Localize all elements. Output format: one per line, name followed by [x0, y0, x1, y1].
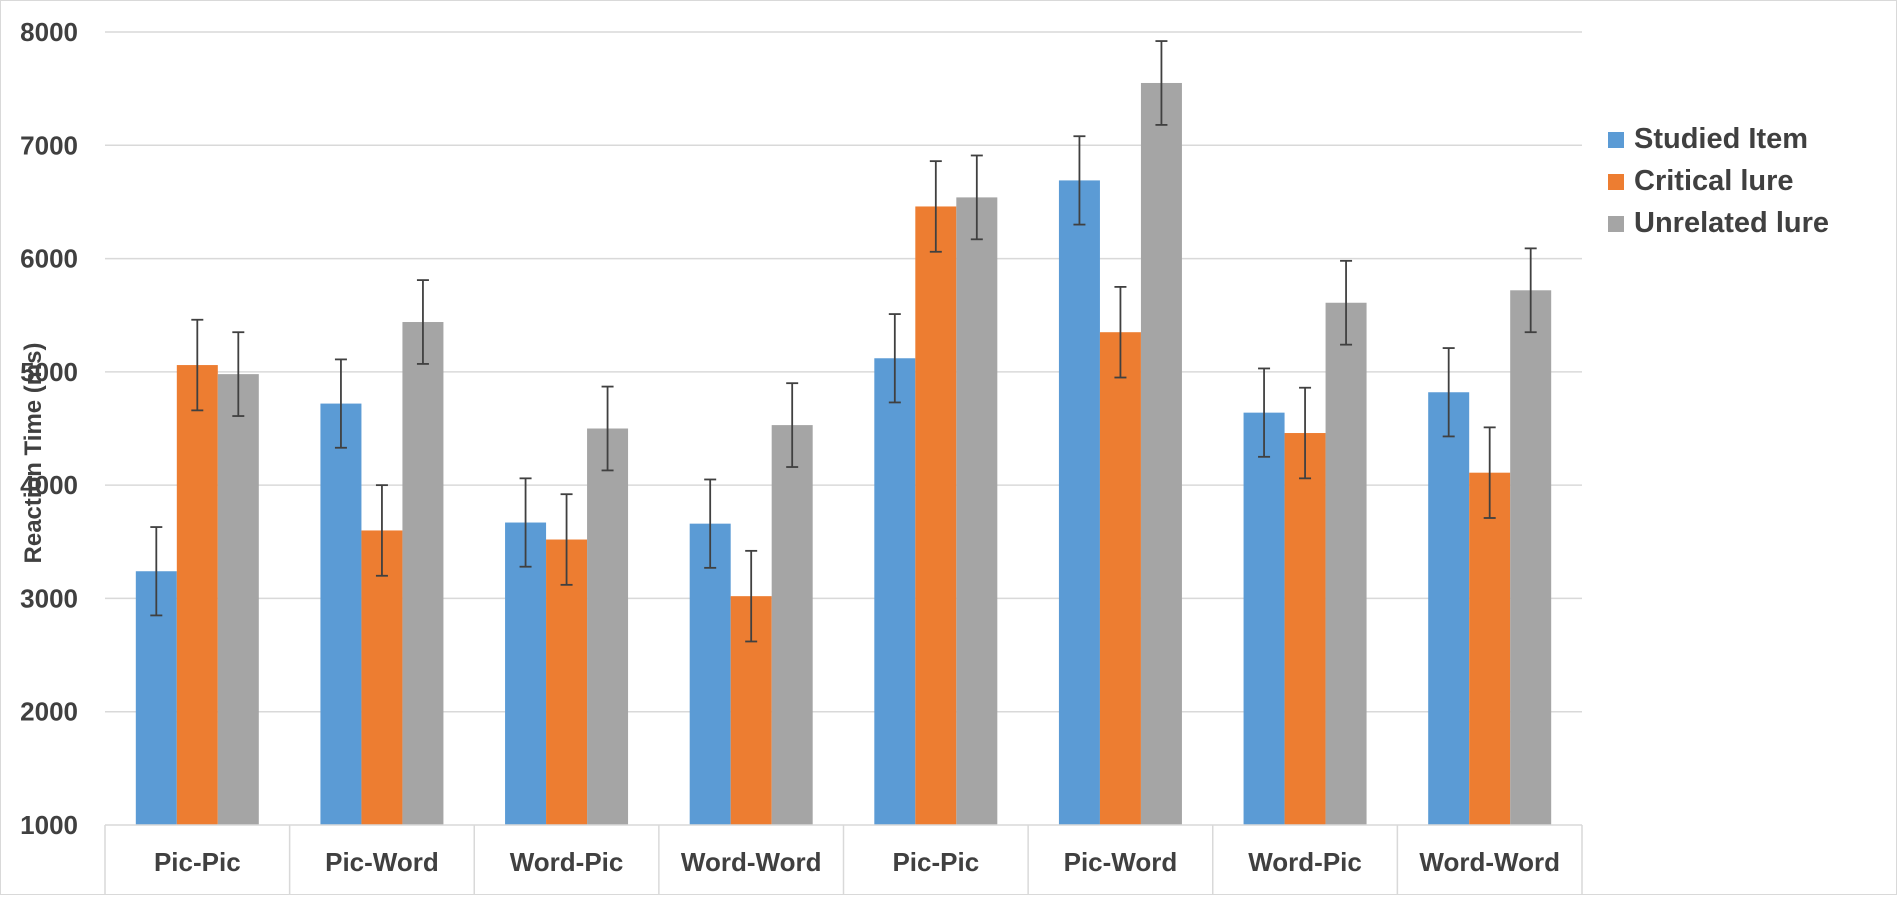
error-bar	[1299, 386, 1312, 480]
bar	[915, 206, 957, 825]
error-bar	[970, 154, 983, 241]
y-tick-label: 6000	[20, 244, 78, 274]
legend-item: Critical lure	[1608, 165, 1794, 197]
error-bar	[745, 549, 758, 643]
axes: 1000 2000 3000 4000 5000 6000 7000 8000 Pic-Pic P…	[20, 17, 1583, 895]
bar	[1325, 302, 1367, 825]
bar	[217, 374, 259, 825]
error-bar	[375, 484, 388, 577]
y-tick-label: 7000	[20, 130, 78, 160]
error-bar	[1340, 259, 1353, 346]
error-bar	[1155, 40, 1168, 126]
legend-item: Unrelated lure	[1608, 207, 1829, 239]
x-tick-label: Word-Word	[1419, 847, 1560, 877]
bar	[1140, 82, 1182, 825]
bar	[956, 197, 998, 825]
bar	[505, 522, 547, 825]
error-bar	[601, 385, 614, 472]
error-bar	[1073, 135, 1086, 226]
error-bar	[150, 526, 163, 617]
x-tick-label: Word-Pic	[510, 847, 624, 877]
y-tick-label: 3000	[20, 583, 78, 613]
legend-item: Studied Item	[1608, 123, 1808, 155]
error-bar	[191, 318, 204, 412]
error-bar	[560, 493, 573, 586]
legend: Studied Item Critical lure Unrelated lure	[1608, 123, 1829, 239]
bar	[1428, 392, 1470, 825]
y-tick-label: 5000	[20, 357, 78, 387]
error-bar	[786, 382, 799, 468]
x-tick-label: Pic-Pic	[154, 847, 241, 877]
error-bar	[1524, 247, 1537, 334]
error-bar	[1442, 347, 1455, 438]
error-bar	[1483, 426, 1496, 519]
x-tick-label: Pic-Pic	[892, 847, 979, 877]
bar	[689, 523, 731, 825]
error-bar	[1114, 285, 1127, 379]
bar	[874, 358, 916, 825]
y-tick-label: 4000	[20, 470, 78, 500]
error-bar	[704, 478, 717, 569]
error-bar	[334, 358, 347, 449]
legend-label: Unrelated lure	[1634, 207, 1829, 239]
legend-swatch	[1608, 132, 1624, 148]
x-tick-label: Pic-Word	[1064, 847, 1178, 877]
x-tick-label: Word-Pic	[1248, 847, 1362, 877]
bar	[176, 365, 218, 825]
bar	[1510, 290, 1552, 825]
bar	[1243, 412, 1285, 825]
legend-label: Studied Item	[1634, 123, 1808, 155]
error-bar	[888, 313, 901, 404]
bar	[402, 322, 444, 825]
y-tick-label: 8000	[20, 17, 78, 47]
error-bars	[150, 40, 1537, 643]
y-tick-label: 2000	[20, 697, 78, 727]
error-bar	[416, 279, 429, 365]
error-bar	[232, 331, 245, 417]
legend-swatch	[1608, 216, 1624, 232]
bar	[771, 425, 813, 825]
error-bar	[929, 160, 942, 253]
x-tick-label: Pic-Word	[325, 847, 439, 877]
bar	[320, 403, 362, 825]
bar	[1058, 180, 1100, 825]
bar	[1099, 332, 1141, 825]
bar	[587, 428, 629, 825]
y-axis-label: Reaction Time (ms)	[20, 343, 47, 564]
x-tick-label: Word-Word	[681, 847, 822, 877]
bar	[1469, 472, 1511, 825]
error-bar	[519, 477, 532, 568]
legend-swatch	[1608, 174, 1624, 190]
error-bar	[1258, 367, 1271, 458]
y-tick-label: 1000	[20, 810, 78, 840]
bar	[361, 530, 403, 825]
legend-label: Critical lure	[1634, 165, 1794, 197]
bar	[1284, 433, 1326, 825]
bar	[546, 539, 588, 825]
